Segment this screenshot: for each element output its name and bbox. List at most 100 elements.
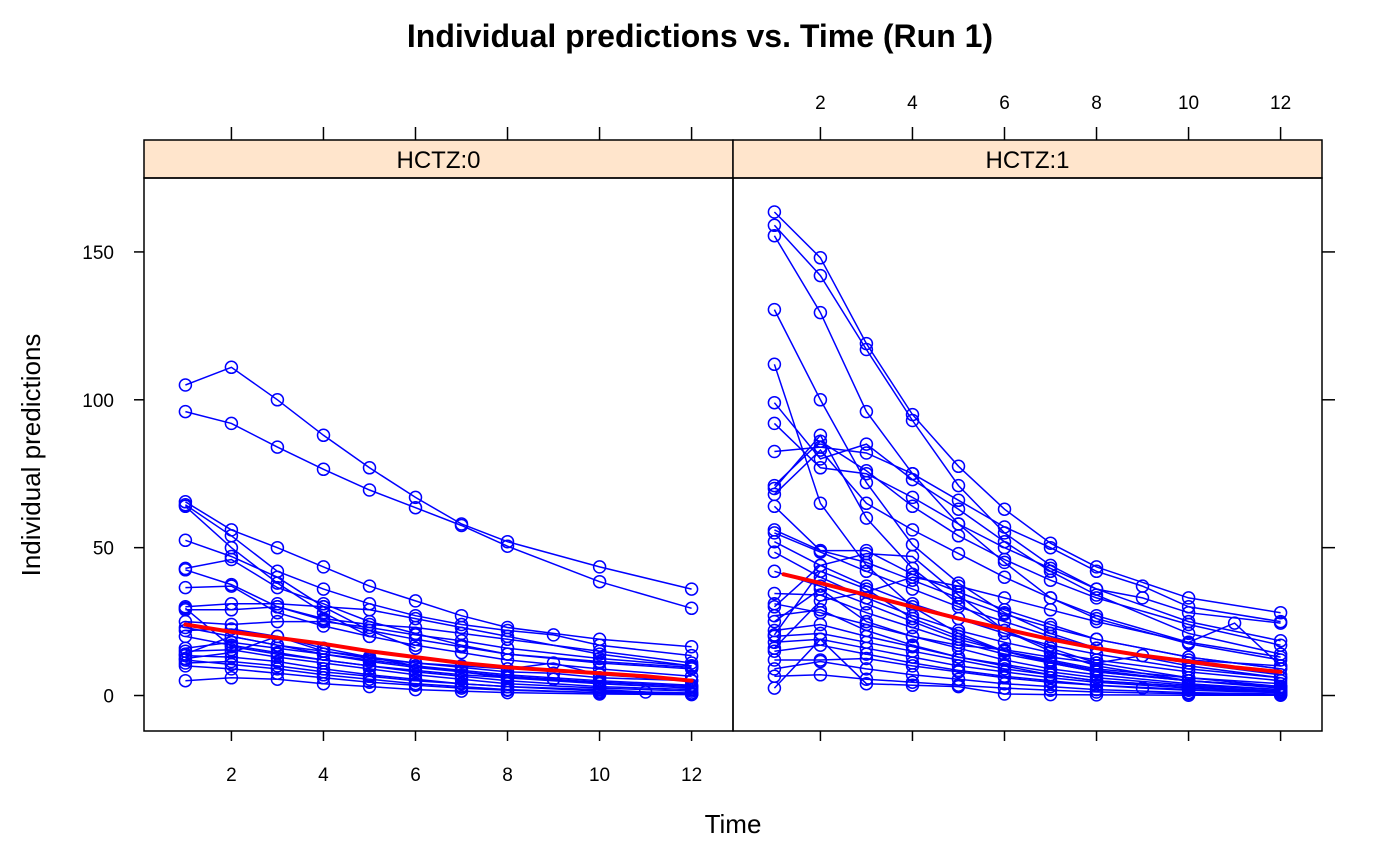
data-point — [1043, 683, 1058, 697]
subject-9 — [767, 434, 1288, 652]
data-point — [1181, 635, 1196, 650]
subject-2 — [767, 218, 1288, 648]
data-point — [813, 564, 828, 579]
data-point — [1089, 564, 1104, 579]
data-point — [178, 647, 193, 661]
subject-line — [185, 620, 692, 667]
data-point — [684, 582, 699, 596]
data-point — [638, 685, 653, 699]
data-point — [813, 496, 828, 511]
data-point — [813, 668, 828, 682]
panel-2: HCTZ:1 2 4 6 8 10 12 — [732, 93, 1323, 741]
x-tick-label: 4 — [907, 93, 918, 114]
data-point — [859, 564, 874, 579]
data-point — [767, 681, 782, 695]
data-point — [270, 600, 285, 614]
subject-line — [185, 677, 692, 696]
data-point — [813, 428, 828, 443]
data-point — [813, 393, 828, 407]
subject-28 — [767, 632, 1288, 702]
subject-line — [185, 569, 692, 670]
data-point — [408, 663, 423, 678]
data-point — [1043, 540, 1058, 555]
data-point — [500, 685, 515, 700]
subject-line — [774, 632, 1281, 692]
data-point — [1043, 687, 1058, 702]
subject-line — [185, 585, 692, 678]
data-point — [454, 676, 469, 691]
data-point — [859, 342, 874, 357]
data-point — [684, 639, 699, 654]
data-point — [859, 496, 874, 511]
subject-line — [774, 603, 1281, 691]
subject-line — [185, 501, 692, 648]
data-point — [270, 614, 285, 629]
subject-12 — [178, 614, 699, 673]
data-point — [767, 228, 782, 243]
data-point — [1273, 679, 1288, 694]
data-point — [454, 684, 469, 698]
data-point — [905, 668, 920, 682]
data-point — [454, 668, 469, 682]
subject-3 — [178, 495, 699, 654]
data-point — [859, 511, 874, 525]
data-point — [1181, 591, 1196, 605]
data-point — [905, 639, 920, 654]
data-point — [813, 617, 828, 632]
data-point — [767, 205, 782, 219]
subject-1 — [767, 205, 1288, 620]
data-point — [684, 659, 699, 673]
panel-data-2 — [767, 205, 1288, 702]
x-tick-label: 12 — [1270, 93, 1291, 114]
strip-label-1: HCTZ:0 — [397, 147, 481, 174]
data-point — [592, 574, 607, 589]
chart-title: Individual predictions vs. Time (Run 1) — [407, 18, 993, 54]
data-point — [500, 534, 515, 549]
subject-line — [185, 606, 692, 664]
data-point — [1043, 603, 1058, 617]
data-point — [1273, 688, 1288, 702]
data-point — [1135, 579, 1150, 593]
subject-line — [773, 235, 1281, 661]
subject-7 — [767, 416, 1288, 630]
y-tick-label: 150 — [82, 243, 114, 264]
data-point — [316, 582, 331, 596]
subject-line — [773, 440, 1281, 646]
x-tick-label: 6 — [999, 93, 1010, 114]
data-point — [767, 395, 782, 410]
subject-line — [773, 224, 1281, 642]
data-point — [997, 676, 1012, 691]
data-point — [905, 523, 920, 537]
data-point — [1089, 632, 1104, 647]
data-point — [997, 607, 1012, 621]
data-point — [813, 251, 828, 265]
data-point — [905, 629, 920, 644]
data-point — [813, 268, 828, 283]
data-point — [767, 416, 782, 431]
data-point — [905, 466, 920, 481]
subject-line — [185, 410, 692, 610]
data-point — [592, 560, 607, 574]
data-point — [767, 444, 782, 459]
data-point — [997, 520, 1012, 534]
data-point — [224, 671, 239, 685]
subject-line — [774, 446, 1281, 623]
subject-line — [773, 211, 1281, 614]
data-point — [859, 672, 874, 686]
data-point — [859, 404, 874, 419]
data-point — [997, 552, 1012, 567]
data-point — [767, 586, 782, 601]
data-point — [270, 580, 285, 595]
data-point — [951, 665, 966, 679]
x-axis-label: Time — [705, 809, 762, 839]
data-point — [1043, 654, 1058, 669]
subject-line — [774, 674, 1281, 696]
data-point — [767, 641, 782, 655]
data-point — [813, 443, 828, 457]
smooth-line-1 — [183, 622, 694, 683]
data-point — [270, 570, 285, 584]
x-tick-label: 6 — [410, 765, 421, 786]
subject-line — [185, 635, 692, 682]
x-tick-label: 2 — [815, 93, 826, 114]
x-tick-label: 4 — [318, 765, 329, 786]
